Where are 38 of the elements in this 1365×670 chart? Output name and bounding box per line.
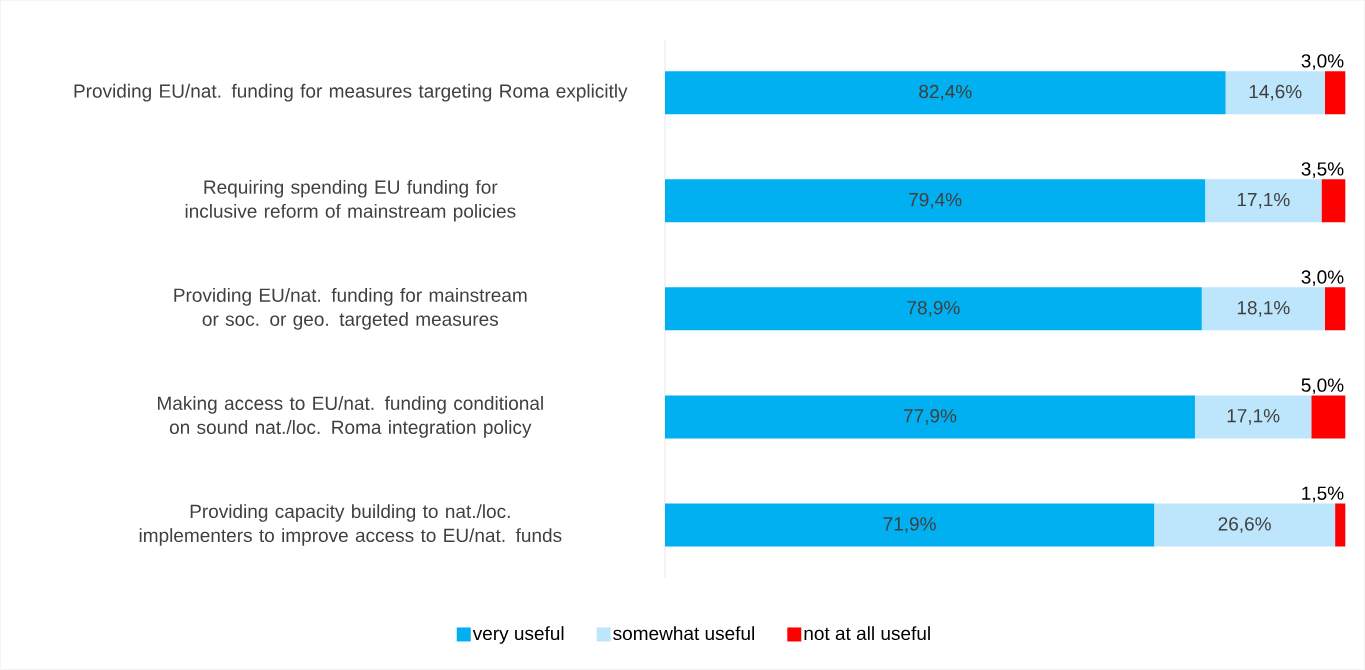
y-tick-label: Providing capacity building to nat./loc. implementers to improve access to EU/nat. funds	[139, 504, 562, 547]
bar	[1154, 503, 1336, 547]
data-label: 1,5%	[1302, 486, 1344, 503]
legend-label: not at all useful	[804, 626, 930, 641]
data-label: 18,1%	[1237, 301, 1290, 317]
bar	[665, 71, 1226, 115]
data-label: 77,9%	[904, 409, 957, 425]
y-tick-label: Requiring spending EU funding for inclusive reform of mainstream policies	[185, 180, 516, 222]
data-label: 71,9%	[883, 517, 936, 533]
bar	[665, 503, 1155, 547]
data-label: 82,4%	[919, 84, 972, 101]
data-label: 78,9%	[907, 301, 960, 317]
data-label: 3,0%	[1301, 270, 1344, 287]
bar	[1335, 503, 1346, 547]
bar	[665, 395, 1195, 439]
y-tick-label: Providing EU/nat. funding for mainstream or soc. or geo. targeted measures	[174, 288, 527, 330]
y-tick-label: Making access to EU/nat. funding conditional on sound nat./loc. Roma integration policy	[158, 396, 543, 438]
bar	[1201, 287, 1325, 331]
data-label: 3,5%	[1301, 162, 1344, 179]
bar	[1225, 71, 1325, 115]
data-label: 3,0%	[1301, 54, 1344, 71]
data-label: 5,0%	[1301, 378, 1344, 395]
data-label: 79,4%	[909, 193, 962, 209]
legend-label: somewhat useful	[613, 626, 754, 641]
bar	[1311, 395, 1346, 439]
bar	[665, 179, 1206, 223]
bar	[1205, 179, 1322, 223]
bar	[1324, 287, 1346, 331]
legend-label: very useful	[472, 626, 564, 645]
bar	[1194, 395, 1312, 439]
data-label: 17,1%	[1237, 193, 1290, 209]
bar	[665, 287, 1202, 331]
bar	[1324, 71, 1346, 115]
bar	[1321, 179, 1346, 223]
y-tick-label: Providing EU/nat. funding for measures targeting Roma explicitly	[74, 83, 628, 102]
data-label: 26,6%	[1218, 517, 1271, 533]
data-label: 14,6%	[1249, 84, 1302, 101]
data-label: 17,1%	[1227, 409, 1280, 425]
